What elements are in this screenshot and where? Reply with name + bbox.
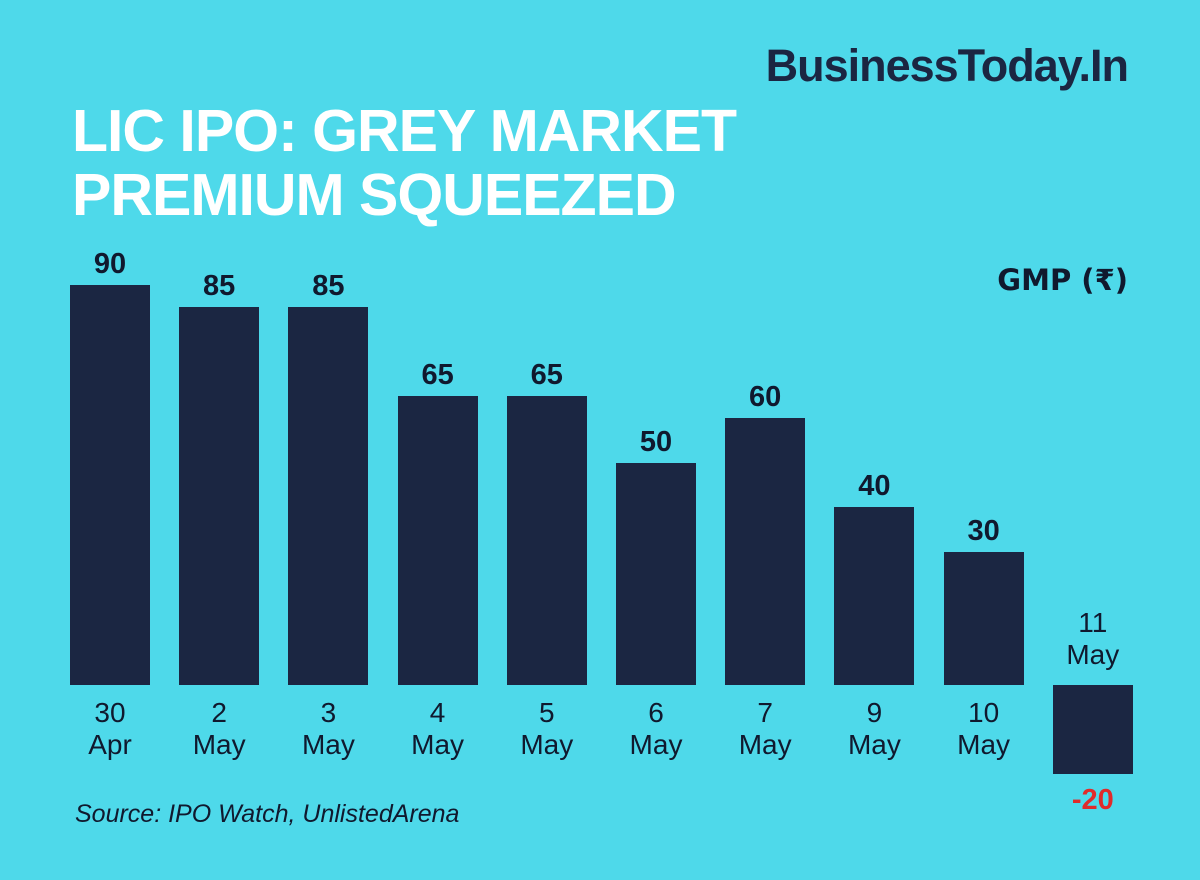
bar-category-label: 6 May <box>629 697 683 761</box>
bar-category-label: 30 Apr <box>88 697 132 761</box>
bar <box>179 306 260 685</box>
bar-value-label: 85 <box>203 269 236 302</box>
bar <box>397 395 478 685</box>
bar-value-label: 60 <box>749 381 782 413</box>
bar-value-label: 85 <box>312 269 345 302</box>
bar-category-label: 5 May <box>520 697 574 761</box>
bar-value-label: 90 <box>93 247 127 280</box>
bar-category-label: 10 May <box>957 697 1011 761</box>
chart-title: LIC IPO: GREY MARKET PREMIUM SQUEEZED <box>72 98 737 228</box>
source-credit: Source: IPO Watch, UnlistedArena <box>75 800 460 828</box>
bar-category-label: 7 May <box>738 697 792 761</box>
bar <box>70 284 150 685</box>
bar-category-label: 3 May <box>301 697 355 761</box>
bar-value-label: 30 <box>967 514 1000 547</box>
bar <box>616 462 696 685</box>
bar-category-label: 9 May <box>847 697 901 761</box>
bar <box>288 306 369 685</box>
bar-value-label: -20 <box>1071 784 1114 816</box>
unit-label: GMP (₹) <box>997 263 1128 297</box>
chart-title-line2: PREMIUM SQUEEZED <box>72 161 677 228</box>
bar-category-label: 2 May <box>192 697 246 761</box>
bar <box>1052 685 1133 774</box>
businesstoday-logo: BusinessToday.In <box>765 40 1129 91</box>
bar <box>834 507 915 685</box>
bar <box>943 551 1024 685</box>
bar <box>506 395 587 685</box>
chart-title-line1: LIC IPO: GREY MARKET <box>72 98 737 164</box>
bar-value-label: 40 <box>858 470 891 502</box>
bar-value-label: 50 <box>639 425 673 458</box>
bar-category-label: 4 May <box>411 697 465 761</box>
bar-category-label: 11 May <box>1066 607 1120 671</box>
bar <box>725 418 806 685</box>
bar-value-label: 65 <box>530 358 563 391</box>
bar-value-label: 65 <box>421 358 454 391</box>
